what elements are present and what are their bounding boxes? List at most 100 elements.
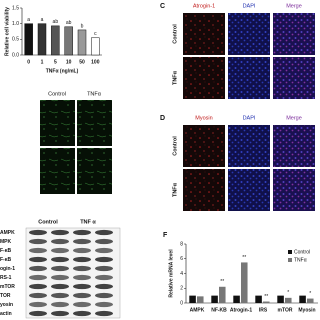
blot-band bbox=[29, 301, 47, 308]
row-label: MPK bbox=[0, 239, 12, 245]
y-tick-label: 6 bbox=[180, 256, 183, 262]
micrograph bbox=[183, 13, 225, 55]
blot-band bbox=[95, 265, 113, 272]
column-header: TNF α bbox=[80, 219, 96, 225]
micrograph bbox=[183, 125, 225, 167]
column-header: Merge bbox=[286, 3, 302, 9]
blot-band bbox=[95, 283, 113, 290]
significance-mark: ** bbox=[242, 255, 246, 261]
blot-band bbox=[73, 310, 91, 317]
column-header: Atrogin-1 bbox=[193, 3, 215, 9]
x-tick-label: 100 bbox=[91, 59, 100, 65]
panel-label: F bbox=[163, 232, 168, 239]
panel-label: C bbox=[160, 3, 165, 10]
bar bbox=[24, 23, 33, 56]
blot-band bbox=[73, 265, 91, 272]
x-tick-label: Myosin bbox=[298, 307, 315, 313]
column-header: Merge bbox=[286, 115, 302, 121]
significance-mark: ** bbox=[220, 279, 224, 285]
blot-band bbox=[73, 274, 91, 281]
blot-band bbox=[29, 274, 47, 281]
row-label: RS-1 bbox=[0, 275, 12, 281]
bar bbox=[299, 295, 306, 303]
blot-band bbox=[73, 292, 91, 299]
blot-band bbox=[51, 256, 69, 263]
legend-label: Control bbox=[294, 249, 310, 255]
significance-letter: c bbox=[94, 31, 97, 37]
micrograph bbox=[273, 125, 315, 167]
x-tick-label: 0 bbox=[27, 59, 30, 65]
legend-swatch bbox=[288, 250, 292, 254]
row-label: yosin bbox=[0, 302, 13, 308]
blot-band bbox=[73, 238, 91, 245]
y-tick-label: 4 bbox=[180, 271, 183, 277]
bar bbox=[255, 295, 262, 303]
bar bbox=[233, 295, 240, 303]
column-header: TNFα bbox=[87, 91, 102, 97]
micrograph bbox=[273, 13, 315, 55]
micrograph bbox=[77, 100, 112, 146]
y-tick-label: 2 bbox=[180, 286, 183, 292]
y-tick-label: 0.5 bbox=[12, 37, 19, 43]
blot-band bbox=[95, 247, 113, 254]
row-header: Control bbox=[172, 24, 178, 44]
bar bbox=[91, 37, 100, 56]
bar bbox=[277, 295, 284, 303]
blot-band bbox=[29, 292, 47, 299]
column-header: DAPI bbox=[243, 115, 256, 121]
micrograph bbox=[183, 169, 225, 211]
bar bbox=[189, 295, 196, 303]
bar bbox=[77, 29, 87, 56]
row-label: mTOR bbox=[0, 284, 15, 290]
bar bbox=[37, 23, 47, 56]
bar bbox=[197, 296, 204, 303]
y-tick-label: 1.0 bbox=[12, 21, 19, 27]
blot-band bbox=[51, 292, 69, 299]
blot-band bbox=[73, 256, 91, 263]
x-tick-label: 10 bbox=[66, 59, 72, 65]
blot-band bbox=[95, 310, 113, 317]
significance-letter: ab bbox=[53, 19, 59, 25]
y-axis-label: Relative cell viability bbox=[4, 7, 10, 56]
legend-swatch bbox=[288, 258, 292, 262]
blot-band bbox=[29, 265, 47, 272]
micrograph bbox=[228, 13, 270, 55]
significance-letter: a bbox=[27, 17, 30, 23]
significance-letter: ab bbox=[66, 20, 72, 26]
x-tick-label: NF-KB bbox=[211, 307, 227, 313]
blot-band bbox=[29, 283, 47, 290]
micrograph bbox=[77, 148, 112, 194]
blot-band bbox=[51, 310, 69, 317]
row-label: ogin-1 bbox=[0, 266, 15, 272]
blot-band bbox=[51, 274, 69, 281]
micrograph bbox=[40, 100, 75, 146]
blot-band bbox=[73, 283, 91, 290]
blot-band bbox=[51, 229, 69, 236]
significance-mark: * bbox=[287, 290, 289, 296]
x-tick-label: 1 bbox=[41, 59, 44, 65]
row-header: TNFα bbox=[172, 182, 178, 197]
blot-band bbox=[29, 310, 47, 317]
x-tick-label: 50 bbox=[79, 59, 85, 65]
blot-band bbox=[51, 247, 69, 254]
micrograph bbox=[228, 169, 270, 211]
column-header: Control bbox=[48, 91, 66, 97]
row-header: Control bbox=[172, 136, 178, 156]
legend-label: TNFα bbox=[294, 257, 307, 263]
micrograph bbox=[228, 57, 270, 99]
x-tick-label: AMPK bbox=[190, 307, 205, 313]
micrograph bbox=[273, 57, 315, 99]
blot-band bbox=[29, 256, 47, 263]
bar bbox=[241, 262, 248, 303]
column-header: DAPI bbox=[243, 3, 256, 9]
micrograph bbox=[228, 125, 270, 167]
y-tick-label: 8 bbox=[180, 241, 183, 247]
blot-band bbox=[95, 292, 113, 299]
x-tick-label: Atrogin-1 bbox=[230, 307, 252, 313]
micrograph bbox=[183, 57, 225, 99]
blot-band bbox=[95, 256, 113, 263]
column-header: Control bbox=[38, 219, 58, 225]
bar bbox=[64, 26, 73, 56]
column-header: Myosin bbox=[195, 115, 212, 121]
